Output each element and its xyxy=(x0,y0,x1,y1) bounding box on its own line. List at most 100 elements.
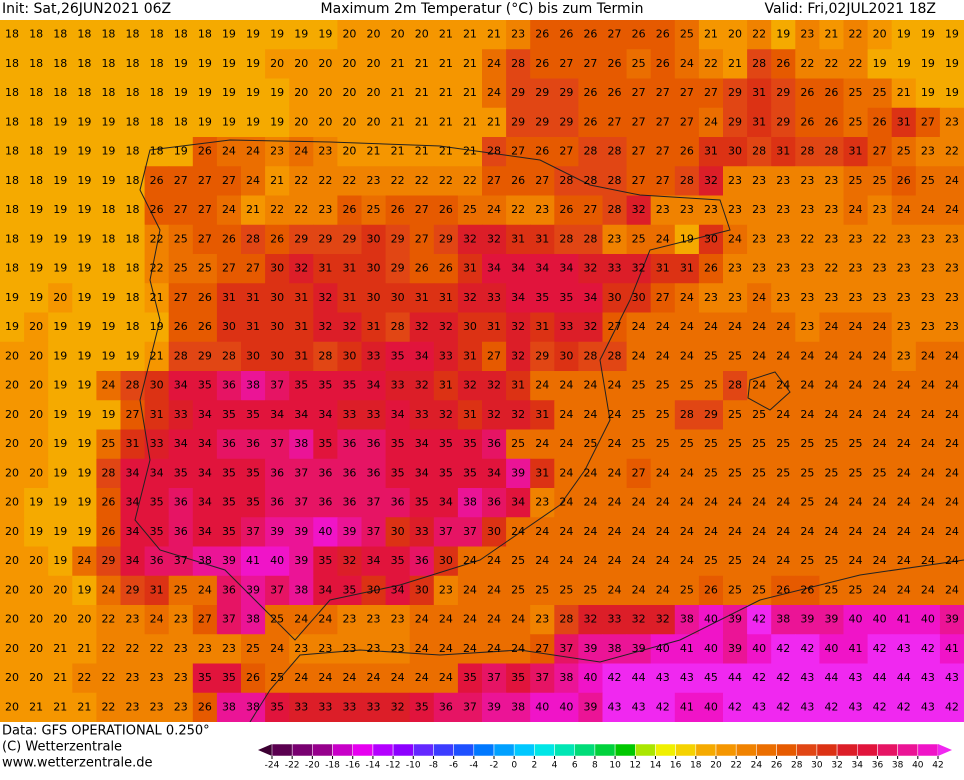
temperature-cell xyxy=(723,458,748,489)
temperature-cell xyxy=(578,20,603,50)
temperature-cell xyxy=(915,195,941,226)
temperature-cell xyxy=(867,283,893,313)
temperature-label: 34 xyxy=(559,262,573,275)
temperature-label: 19 xyxy=(174,86,188,99)
temperature-cell xyxy=(626,517,652,547)
temperature-cell xyxy=(265,692,290,723)
temperature-label: 20 xyxy=(342,28,356,41)
temperature-cell xyxy=(0,341,25,372)
temperature-cell xyxy=(96,283,121,313)
temperature-label: 36 xyxy=(367,437,381,450)
temperature-cell xyxy=(120,605,146,635)
temperature-label: 29 xyxy=(439,232,453,245)
temperature-cell xyxy=(602,663,628,694)
colorbar-box xyxy=(513,743,535,757)
temperature-cell xyxy=(795,166,820,196)
temperature-label: 35 xyxy=(222,408,236,421)
temperature-cell xyxy=(216,663,242,694)
temperature-label: 28 xyxy=(583,232,597,245)
temperature-label: 19 xyxy=(174,145,188,158)
temperature-label: 27 xyxy=(174,291,188,304)
temperature-label: 26 xyxy=(776,57,790,70)
temperature-label: 24 xyxy=(294,613,308,626)
temperature-label: 30 xyxy=(608,291,622,304)
temperature-cell xyxy=(120,429,146,460)
temperature-cell xyxy=(554,663,579,694)
temperature-label: 19 xyxy=(101,145,115,158)
temperature-cell xyxy=(168,634,194,664)
temperature-label: 25 xyxy=(198,262,212,275)
temperature-cell xyxy=(216,166,242,196)
temperature-label: 21 xyxy=(487,115,501,128)
temperature-label: 26 xyxy=(439,262,453,275)
temperature-cell xyxy=(72,429,97,460)
temperature-label: 19 xyxy=(77,379,91,392)
temperature-label: 24 xyxy=(752,525,766,538)
temperature-cell xyxy=(265,20,290,50)
temperature-label: 21 xyxy=(77,642,91,655)
temperature-label: 35 xyxy=(222,671,236,684)
temperature-cell xyxy=(891,283,917,313)
temperature-label: 21 xyxy=(391,57,405,70)
temperature-cell xyxy=(843,517,869,547)
temperature-label: 24 xyxy=(849,554,863,567)
temperature-label: 27 xyxy=(415,232,429,245)
temperature-cell xyxy=(457,400,483,430)
colorbar-tick-label: 18 xyxy=(690,761,702,771)
temperature-label: 34 xyxy=(415,349,429,362)
temperature-label: 21 xyxy=(391,115,405,128)
colorbar-box xyxy=(332,743,353,757)
temperature-label: 19 xyxy=(53,525,67,538)
temperature-cell xyxy=(819,429,844,460)
temperature-cell xyxy=(48,78,73,109)
temperature-cell xyxy=(24,20,49,50)
temperature-label: 35 xyxy=(391,349,405,362)
temperature-cell xyxy=(891,575,917,606)
temperature-cell xyxy=(795,107,820,138)
temperature-cell xyxy=(216,78,242,109)
temperature-cell xyxy=(361,605,387,635)
temperature-cell xyxy=(626,371,652,401)
temperature-label: 24 xyxy=(945,379,959,392)
temperature-cell xyxy=(168,341,194,372)
temperature-cell xyxy=(650,546,676,577)
temperature-cell xyxy=(168,458,194,489)
temperature-cell xyxy=(96,49,121,79)
temperature-cell xyxy=(723,166,748,196)
temperature-label: 37 xyxy=(222,613,236,626)
temperature-cell xyxy=(723,137,748,167)
temperature-label: 31 xyxy=(535,232,549,245)
temperature-label: 31 xyxy=(776,145,790,158)
temperature-cell xyxy=(385,429,411,460)
temperature-cell xyxy=(289,166,314,196)
temperature-label: 40 xyxy=(704,613,718,626)
temperature-label: 38 xyxy=(463,496,477,509)
temperature-label: 27 xyxy=(174,174,188,187)
temperature-cell xyxy=(578,692,603,723)
temperature-cell xyxy=(96,371,121,401)
temperature-cell xyxy=(192,663,218,694)
temperature-cell xyxy=(482,692,507,723)
temperature-label: 19 xyxy=(270,115,284,128)
temperature-cell xyxy=(0,78,25,109)
temperature-label: 25 xyxy=(704,554,718,567)
temperature-cell xyxy=(939,166,964,196)
temperature-cell xyxy=(915,517,941,547)
temperature-label: 26 xyxy=(656,57,670,70)
temperature-cell xyxy=(120,195,146,226)
colorbar-tick-label: 28 xyxy=(791,761,803,771)
temperature-cell xyxy=(602,546,628,577)
temperature-cell xyxy=(771,254,796,284)
temperature-label: 31 xyxy=(294,291,308,304)
temperature-label: 23 xyxy=(535,203,549,216)
temperature-label: 25 xyxy=(704,466,718,479)
temperature-cell xyxy=(24,107,49,138)
temperature-label: 23 xyxy=(126,671,140,684)
colorbar-tick-label: 26 xyxy=(771,761,783,771)
temperature-label: 33 xyxy=(608,262,622,275)
temperature-cell xyxy=(433,488,459,518)
temperature-cell xyxy=(843,195,869,226)
temperature-label: 34 xyxy=(198,525,212,538)
temperature-cell xyxy=(626,166,652,196)
temperature-label: 31 xyxy=(752,86,766,99)
